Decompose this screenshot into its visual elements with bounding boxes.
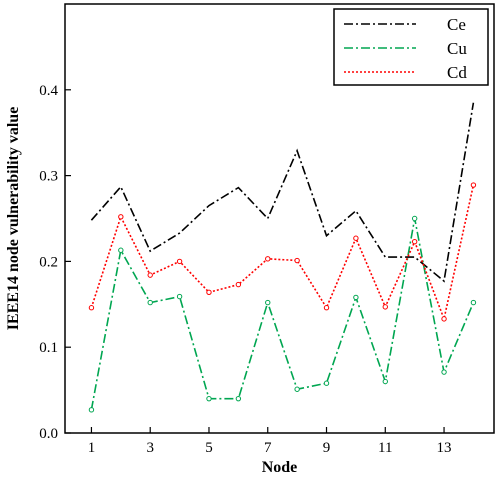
x-tick-label: 5	[205, 440, 213, 456]
data-point-cd	[206, 289, 212, 295]
legend: Ce Cu Cd	[333, 8, 489, 86]
data-point-cu	[353, 294, 359, 301]
y-tick-label: 0.2	[39, 254, 58, 270]
data-point-cu	[470, 299, 477, 306]
data-point-cu	[176, 293, 183, 300]
x-tick-label: 1	[88, 440, 96, 456]
legend-label-cd: Cd	[447, 63, 467, 82]
x-tick-label: 3	[146, 440, 154, 456]
series-line-cd	[90, 184, 475, 322]
y-tick-label: 0.0	[39, 426, 58, 442]
data-point-cd	[470, 182, 477, 188]
data-point-cu	[88, 407, 95, 413]
y-tick-label: 0.4	[39, 83, 58, 99]
data-point-cu	[118, 247, 124, 253]
data-point-cd	[323, 305, 330, 311]
x-tick-label: 9	[323, 440, 331, 456]
x-tick-label: 13	[437, 440, 452, 456]
data-point-cd	[118, 214, 124, 220]
data-point-cu	[235, 395, 242, 402]
data-point-cu	[206, 395, 212, 402]
y-tick-label: 0.3	[39, 169, 58, 185]
data-point-cu	[323, 380, 330, 386]
plot-area	[88, 102, 477, 413]
data-point-cd	[353, 235, 359, 241]
y-axis-label: IEEE14 node vulnerability value	[5, 107, 22, 331]
legend-label-cu: Cu	[447, 39, 467, 58]
data-point-cd	[88, 305, 95, 311]
data-point-cu	[411, 215, 418, 222]
data-point-cd	[176, 258, 183, 265]
data-point-cu	[147, 299, 153, 306]
data-point-cu	[294, 386, 300, 392]
x-tick-label: 7	[264, 440, 272, 456]
data-point-cd	[382, 304, 388, 310]
axes: 1 3 5 7 9 11 130.00.10.20.30.4	[39, 3, 495, 456]
data-point-cd	[235, 281, 242, 288]
data-point-cd	[147, 272, 153, 278]
legend-box	[333, 8, 489, 86]
data-point-cu	[441, 369, 447, 375]
series-line-cu	[90, 218, 475, 410]
data-point-cd	[265, 256, 271, 262]
y-tick-label: 0.1	[39, 340, 58, 356]
data-point-cd	[294, 257, 300, 264]
x-axis-label: Node	[262, 459, 298, 476]
plot-frame	[64, 3, 495, 434]
data-point-cd	[441, 316, 447, 322]
data-point-cu	[382, 378, 388, 385]
x-tick-label: 11	[378, 440, 392, 456]
series-line-ce	[90, 102, 475, 283]
data-point-cu	[265, 299, 271, 306]
data-point-cd	[411, 238, 418, 245]
legend-label-ce: Ce	[447, 15, 466, 34]
